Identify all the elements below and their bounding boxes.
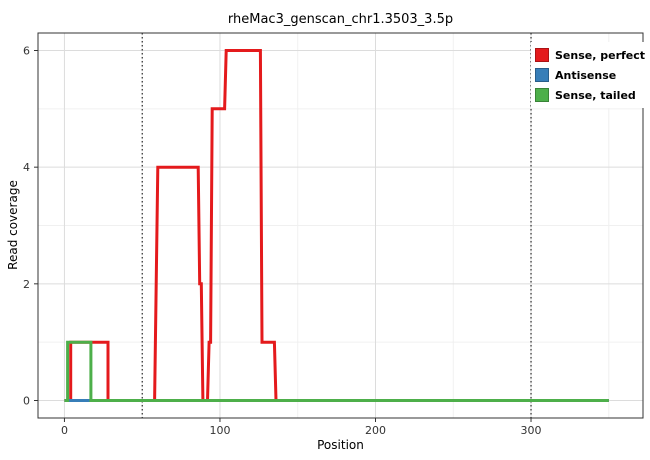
y-axis-title: Read coverage [6,180,20,270]
legend-entry-sense-perfect: Sense, perfect [535,45,645,65]
legend-label: Sense, perfect [555,48,646,62]
chart-title: rheMac3_genscan_chr1.3503_3.5p [227,12,454,27]
y-tick-label: 0 [23,395,30,408]
legend-swatch-sense-tailed [535,88,549,102]
x-tick-label: 300 [521,424,542,437]
legend-entry-sense-tailed: Sense, tailed [535,85,645,105]
series-line-sense-tailed [64,340,609,402]
legend: Sense, perfect Antisense Sense, tailed [531,42,650,108]
legend-label: Antisense [555,68,617,82]
panel-border [37,32,644,419]
x-axis-title: Position [317,438,364,452]
x-tick-label: 100 [209,424,230,437]
legend-label: Sense, tailed [555,88,636,102]
y-tick-label: 2 [23,278,30,291]
x-tick-label: 0 [61,424,68,437]
y-tick-label: 6 [23,45,30,58]
y-tick-label: 4 [23,161,30,174]
legend-swatch-sense-perfect [535,48,549,62]
legend-entry-antisense: Antisense [535,65,645,85]
x-tick-label: 200 [365,424,386,437]
legend-swatch-antisense [535,68,549,82]
